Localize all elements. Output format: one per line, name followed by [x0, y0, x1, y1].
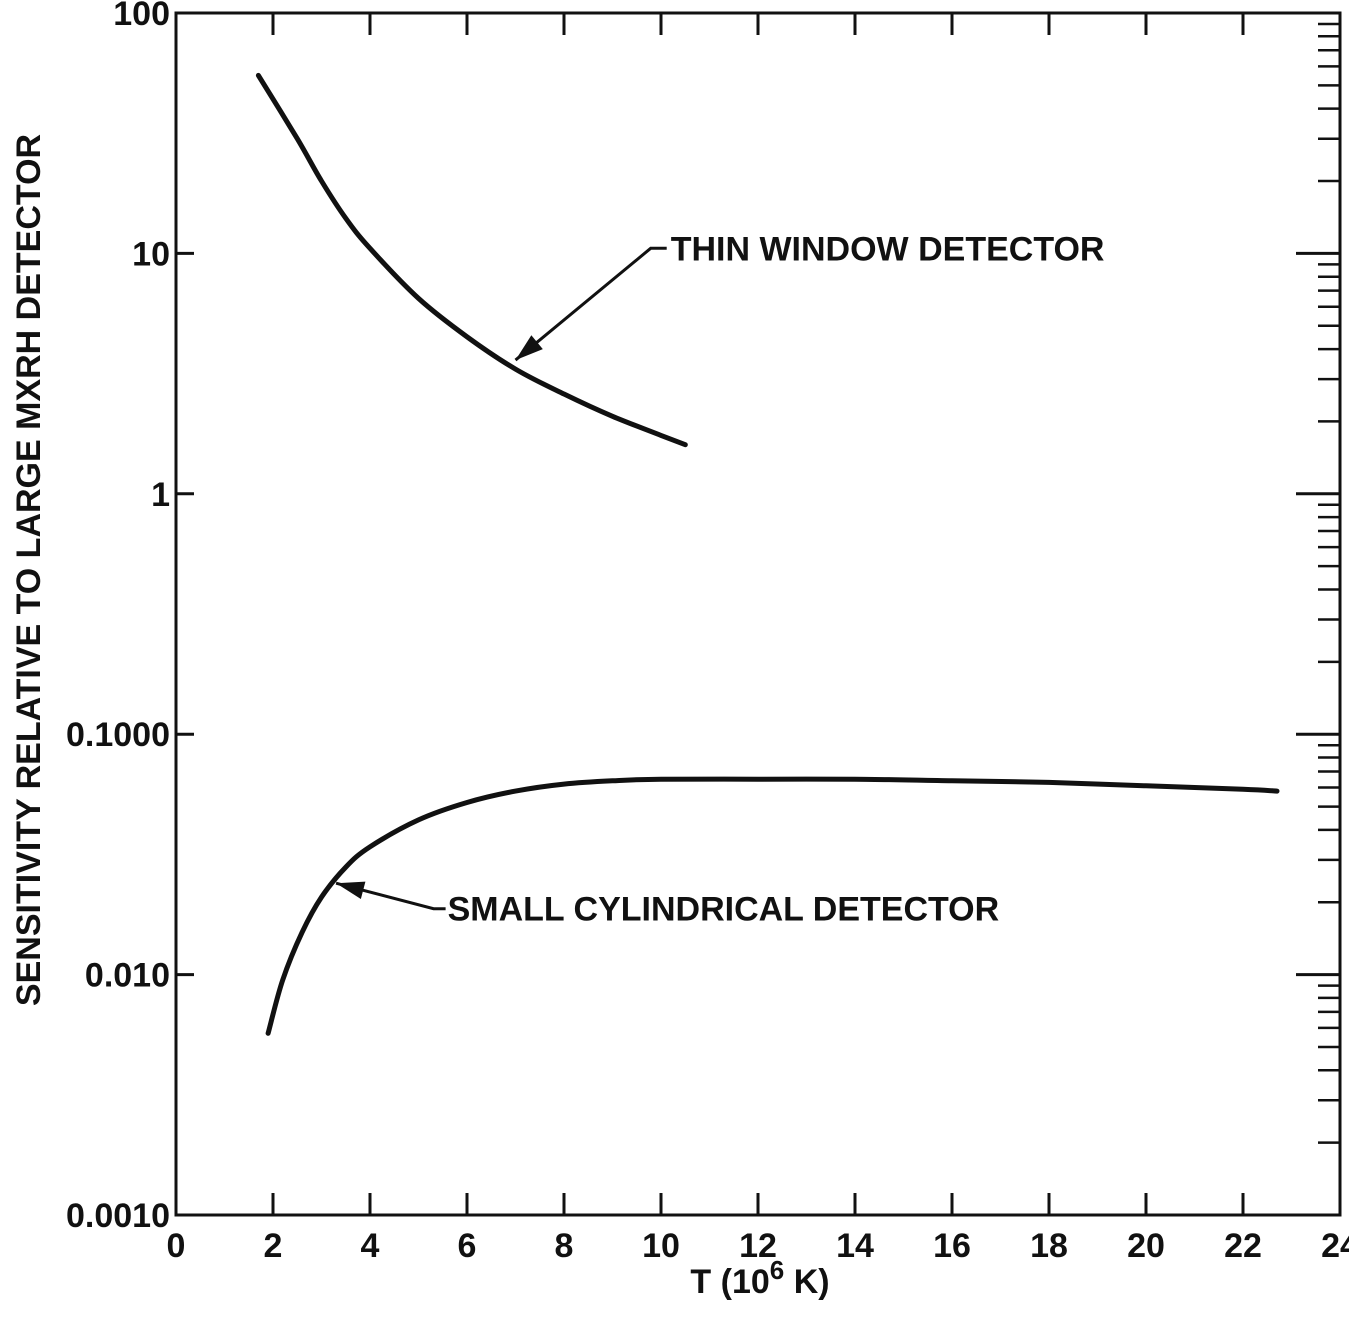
y-tick-label: 1	[151, 476, 170, 514]
series-line-thin-window	[258, 75, 685, 444]
x-tick-label: 6	[458, 1227, 477, 1265]
x-axis-label-exponent: 6	[770, 1255, 784, 1285]
annotations: THIN WINDOW DETECTOR SMALL CYLINDRICAL DE…	[336, 230, 1104, 928]
plot-frame	[176, 13, 1340, 1215]
x-tick-label: 16	[933, 1227, 971, 1265]
x-tick-label: 14	[836, 1227, 874, 1265]
x-tick-label: 10	[642, 1227, 680, 1265]
series	[258, 75, 1277, 1033]
x-tick-label: 22	[1224, 1227, 1262, 1265]
x-tick-label: 4	[361, 1227, 380, 1265]
x-tick-label: 24	[1321, 1227, 1349, 1265]
annotation-arrowhead	[336, 882, 365, 899]
x-tick-label: 2	[264, 1227, 283, 1265]
x-tick-label: 20	[1127, 1227, 1165, 1265]
x-axis-label-text: T (10	[690, 1263, 769, 1301]
annotation-label: SMALL CYLINDRICAL DETECTOR	[448, 891, 1000, 929]
x-axis-label-tail: K)	[784, 1263, 829, 1301]
y-tick-label: 0.010	[85, 957, 170, 995]
x-tick-label: 18	[1030, 1227, 1068, 1265]
tick-labels: 0246810121416182022240.00100.0100.100011…	[66, 0, 1349, 1265]
annotation-leader	[516, 248, 667, 360]
ticks	[176, 13, 1340, 1215]
x-tick-label: 8	[555, 1227, 574, 1265]
y-tick-label: 100	[113, 0, 170, 33]
y-tick-label: 0.1000	[66, 716, 170, 754]
y-axis-label: SENSITIVITY RELATIVE TO LARGE MXRH DETEC…	[10, 134, 48, 1006]
y-tick-label: 10	[132, 235, 170, 273]
y-tick-label: 0.0010	[66, 1197, 170, 1235]
annotation-label: THIN WINDOW DETECTOR	[671, 230, 1105, 268]
